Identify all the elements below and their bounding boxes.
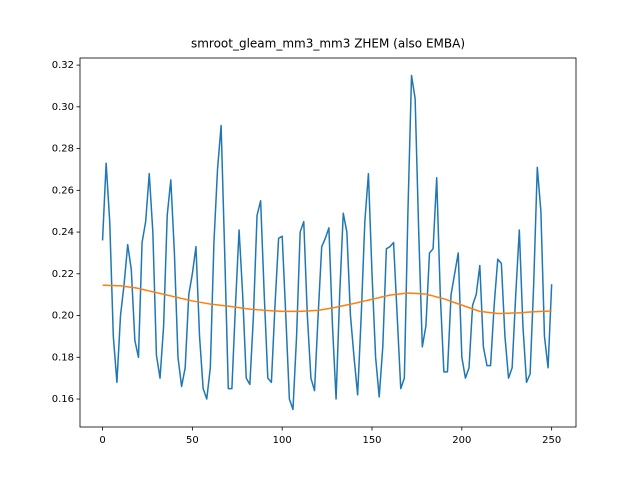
plot-frame bbox=[79, 57, 577, 428]
x-tick-label: 50 bbox=[186, 435, 199, 446]
y-tick-label: 0.30 bbox=[52, 102, 74, 113]
data-line bbox=[102, 284, 552, 315]
x-tick-label: 200 bbox=[452, 435, 471, 446]
x-tick-label: 100 bbox=[273, 435, 292, 446]
y-tick-label: 0.28 bbox=[52, 144, 74, 155]
y-tick-label: 0.24 bbox=[52, 227, 74, 238]
y-tick-label: 0.18 bbox=[52, 352, 74, 363]
y-tick-label: 0.16 bbox=[52, 394, 74, 405]
chart-title: smroot_gleam_mm3_mm3 ZHEM (also EMBA) bbox=[191, 37, 465, 51]
x-tick-label: 0 bbox=[99, 435, 105, 446]
x-tick-label: 250 bbox=[542, 435, 561, 446]
y-tick-label: 0.26 bbox=[52, 185, 74, 196]
x-tick-label: 150 bbox=[362, 435, 381, 446]
y-tick-label: 0.32 bbox=[52, 60, 74, 71]
data-line bbox=[101, 74, 553, 411]
y-tick-label: 0.20 bbox=[52, 311, 74, 322]
y-tick-label: 0.22 bbox=[52, 269, 74, 280]
